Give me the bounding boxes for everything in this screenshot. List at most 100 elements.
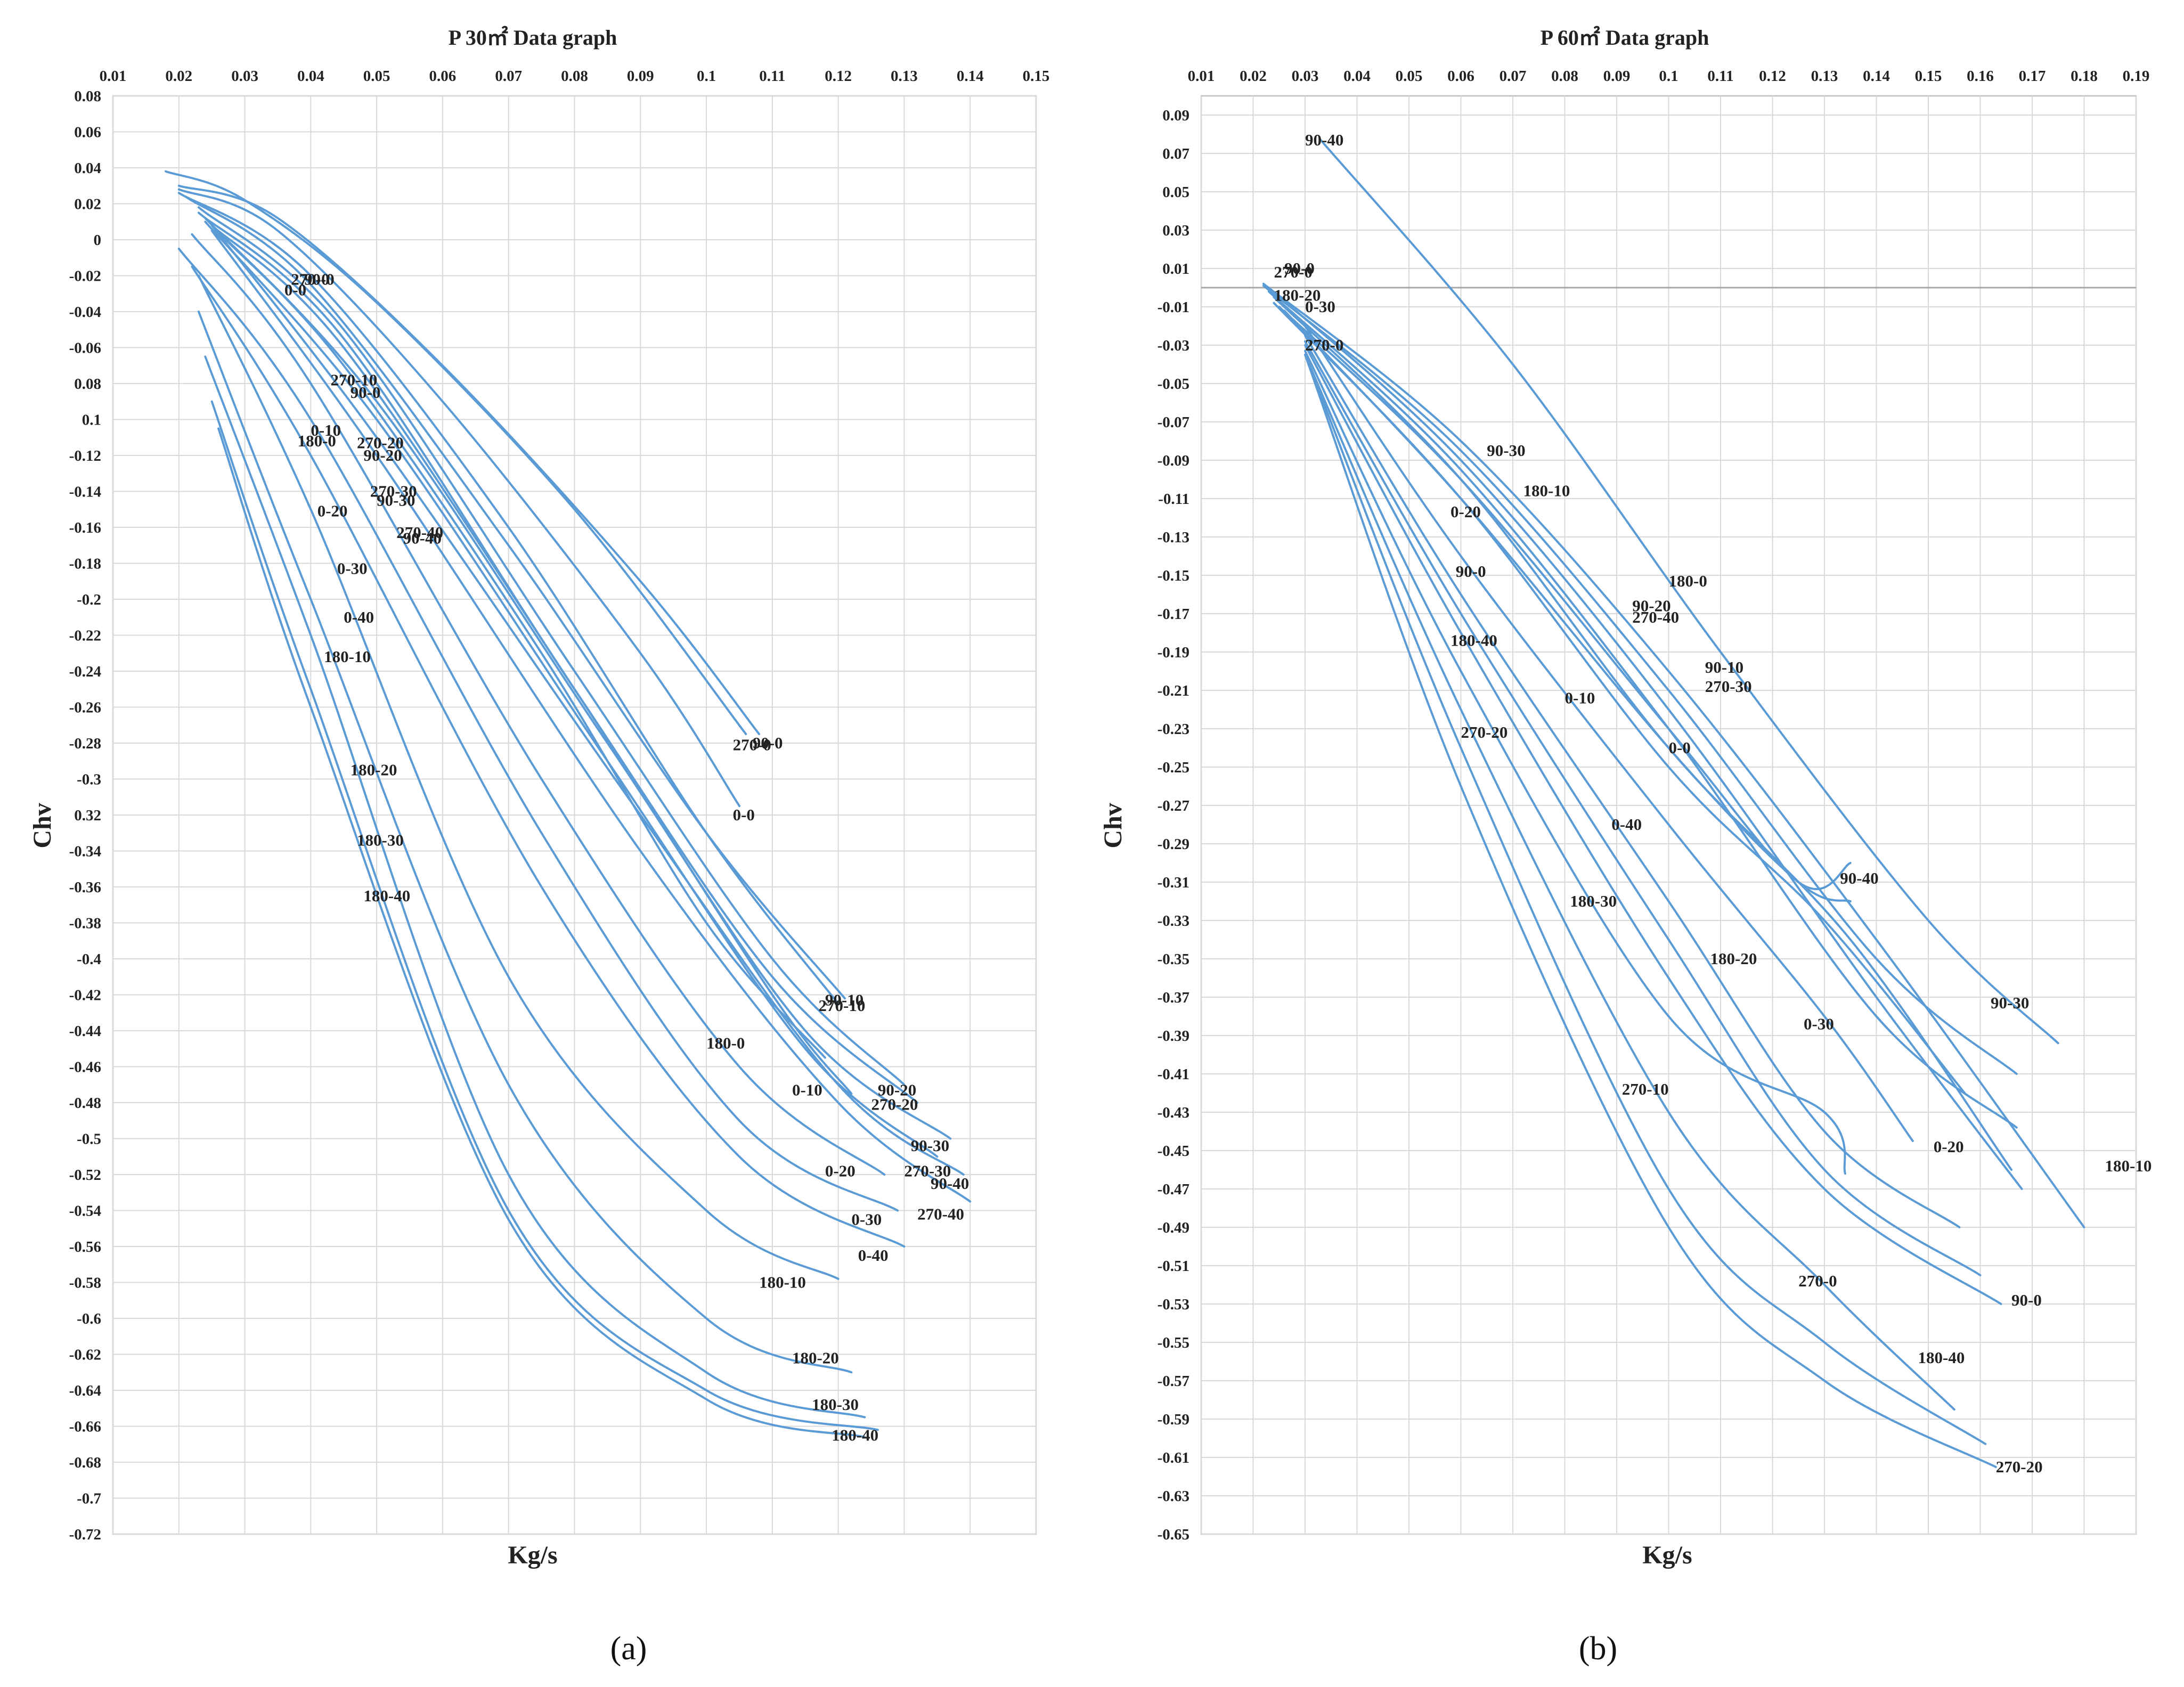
chart-b-grid — [1200, 95, 2137, 1535]
chart-b-curve-labels: 90-4090-0270-0180-200-30270-090-30180-10… — [1274, 131, 2152, 1476]
curve-label: 90-0 — [304, 270, 335, 288]
chart-b-y-tick-label: 0.09 — [1162, 107, 1189, 124]
chart-a-y-tick-label: -0.5 — [77, 1131, 101, 1148]
chart-a-x-tick-label: 0.05 — [363, 68, 390, 85]
chart-b-y-tick-label: -0.25 — [1158, 759, 1189, 776]
chart-b-x-tick-label: 0.09 — [1603, 68, 1631, 85]
curve-label: 270-0 — [1798, 1272, 1837, 1290]
chart-a-y-tick-label: -0.18 — [69, 556, 101, 573]
series-line-90-10 — [184, 195, 846, 1000]
curve-label: 270-20 — [871, 1095, 918, 1113]
chart-b-y-tick-label: -0.11 — [1158, 491, 1189, 508]
chart-b-x-tick-label: 0.17 — [2019, 68, 2046, 85]
curve-label: 0-10 — [1565, 688, 1595, 707]
series-line-extra-1 — [217, 427, 866, 1438]
chart-b-y-tick-label: -0.21 — [1158, 682, 1189, 699]
chart-a-y-tick-label: -0.34 — [69, 843, 101, 860]
curve-label: 0-40 — [344, 608, 374, 626]
curve-label: 180-30 — [812, 1395, 859, 1414]
curve-label: 180-30 — [357, 830, 404, 849]
chart-a-y-tick-label: 0.1 — [82, 412, 101, 429]
chart-b-y-tick-label: -0.63 — [1158, 1488, 1189, 1505]
chart-b-y-tick-label: -0.05 — [1158, 376, 1189, 393]
curve-label: 0-0 — [284, 281, 306, 299]
curve-label: 0-10 — [311, 421, 341, 439]
curve-label: 90-30 — [911, 1136, 949, 1155]
chart-b-y-tick-label: -0.17 — [1158, 606, 1189, 623]
curve-label: 90-40 — [1305, 131, 1343, 149]
chart-a-x-axis-label: Kg/s — [508, 1541, 557, 1569]
curve-label: 270-20 — [1461, 723, 1508, 741]
chart-b-y-tick-label: 0.03 — [1162, 222, 1189, 239]
curve-label: 270-20 — [357, 433, 404, 452]
curve-label: 270-10 — [330, 370, 377, 389]
curve-label: 270-30 — [904, 1161, 951, 1180]
curve-label: 180-20 — [1274, 286, 1321, 304]
curve-label: 0-20 — [317, 502, 348, 520]
series-line-90-30 — [204, 217, 952, 1140]
chart-a-y-axis-label: Chv — [28, 803, 56, 848]
chart-a-y-tick-label: 0.06 — [74, 124, 101, 141]
chart-a-y-tick-label: -0.4 — [77, 951, 101, 968]
chart-b-y-tick-label: -0.31 — [1158, 874, 1189, 891]
series-line-180-10 — [1262, 282, 2085, 1228]
series-line-90-20 — [197, 206, 906, 1086]
chart-a-x-tick-label: 0.12 — [825, 68, 852, 85]
series-line-270-10 — [177, 192, 840, 1005]
chart-b-y-tick-label: -0.23 — [1158, 721, 1189, 738]
series-line-90-40 — [210, 224, 965, 1176]
curve-label: 90-10 — [825, 991, 863, 1009]
curve-label: 180-40 — [1450, 631, 1497, 649]
chart-b-y-tick-label: -0.13 — [1158, 529, 1189, 546]
chart-a-y-tick-label: -0.14 — [69, 484, 101, 501]
chart-b-x-tick-label: 0.13 — [1811, 68, 1838, 85]
chart-a-x-tick-label: 0.1 — [697, 68, 716, 85]
chart-a-x-tick-label: 0.13 — [891, 68, 918, 85]
curve-label: 180-40 — [1918, 1348, 1965, 1367]
curve-label: 180-20 — [792, 1348, 839, 1367]
chart-b-y-tick-label: -0.53 — [1158, 1296, 1189, 1313]
chart-a-y-tick-label: -0.2 — [77, 591, 101, 608]
curve-label: 90-0 — [753, 734, 783, 752]
curve-label: 0-10 — [792, 1080, 822, 1099]
chart-a-y-tick-label: -0.6 — [77, 1310, 101, 1327]
chart-b-x-axis-label: Kg/s — [1642, 1541, 1692, 1569]
chart-b-y-tick-label: -0.29 — [1158, 836, 1189, 853]
chart-b-x-tick-label: 0.06 — [1447, 68, 1474, 85]
chart-b-x-tick-label: 0.1 — [1659, 68, 1678, 85]
series-line-180-10 — [197, 274, 840, 1280]
curve-label: 270-0 — [1274, 263, 1313, 281]
curve-label: 270-30 — [1705, 677, 1752, 696]
chart-b: P 60㎡ Data graph Kg/s Chv 0.01 0.02 0.03 0.… — [1099, 26, 2152, 1569]
curve-label: 90-20 — [1632, 597, 1670, 615]
chart-a-y-tick-label: -0.58 — [69, 1275, 101, 1292]
chart-a-y-tick-label: -0.44 — [69, 1023, 101, 1040]
curve-label: 270-30 — [370, 482, 417, 501]
curve-label: 180-40 — [363, 886, 410, 905]
curve-label: 270-10 — [819, 996, 866, 1015]
chart-b-title: P 60㎡ Data graph — [1541, 26, 1709, 50]
curve-label: 270-20 — [1996, 1457, 2043, 1476]
chart-b-y-tick-label: -0.51 — [1158, 1258, 1189, 1275]
chart-b-y-tick-label: -0.61 — [1158, 1449, 1189, 1466]
chart-a-y-tick-label: -0.72 — [69, 1526, 101, 1543]
chart-b-y-tick-label: -0.43 — [1158, 1104, 1189, 1121]
chart-b-y-tick-label: -0.57 — [1158, 1373, 1189, 1390]
chart-a-y-tick-label: -0.12 — [69, 447, 101, 464]
series-line-180-0 — [217, 231, 826, 1059]
chart-b-y-axis-label: Chv — [1099, 803, 1127, 848]
chart-a: P 30㎡ Data graph Kg/s Chv 0.01 0.02 0.03 0.… — [28, 26, 1049, 1569]
chart-a-y-tick-label: -0.68 — [69, 1454, 101, 1471]
chart-b-x-tick-label: 0.04 — [1343, 68, 1371, 85]
chart-a-y-tick-label: -0.7 — [77, 1490, 101, 1507]
chart-a-y-tick-label: -0.28 — [69, 735, 101, 752]
chart-a-y-tick-label: -0.02 — [69, 268, 101, 285]
chart-a-grid — [112, 95, 1037, 1535]
chart-a-y-tick-label: -0.16 — [69, 519, 101, 536]
series-line-90-10 — [1283, 309, 1852, 902]
chart-b-x-tick-label: 0.19 — [2123, 68, 2150, 85]
chart-a-y-tick-label: -0.64 — [69, 1382, 101, 1399]
chart-a-x-tick-label: 0.08 — [561, 68, 588, 85]
series-line-270-20 — [197, 211, 919, 1104]
